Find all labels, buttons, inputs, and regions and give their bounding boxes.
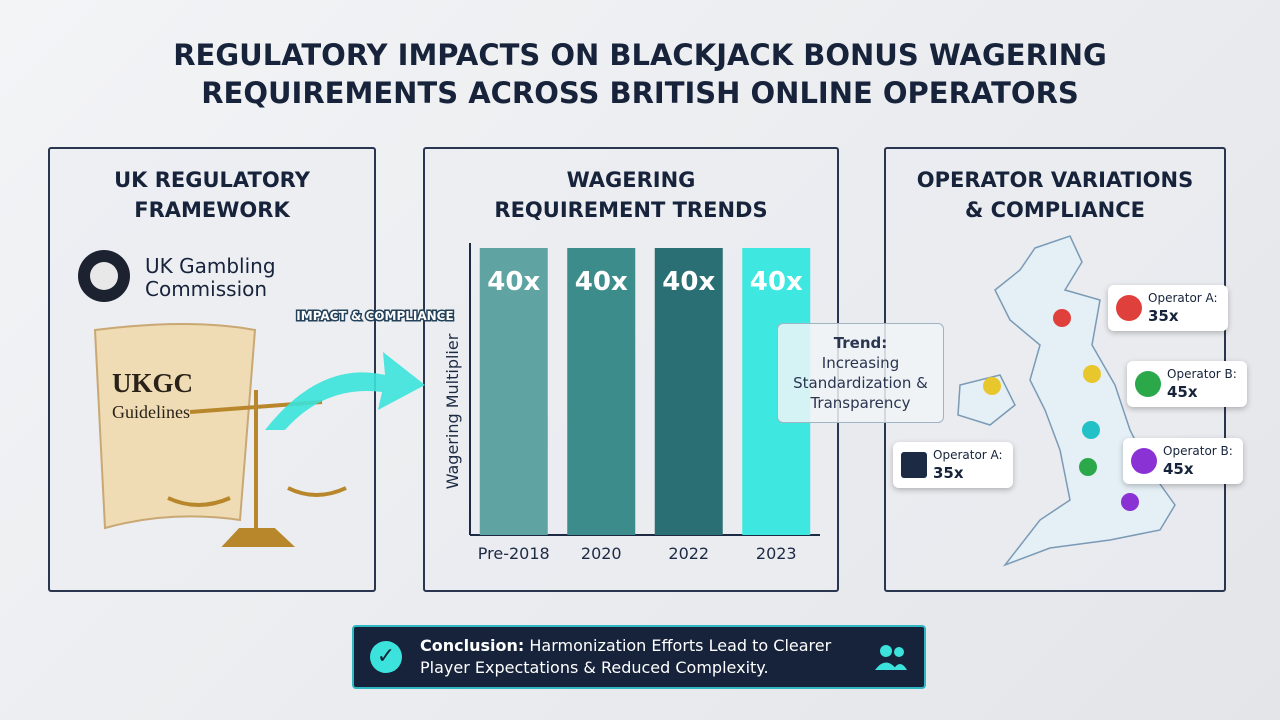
callout: Operator A: 35x <box>1108 285 1228 331</box>
value-label: 40x <box>750 267 803 297</box>
bar <box>567 248 636 535</box>
operator-value: 35x <box>1148 307 1179 325</box>
pins <box>983 309 1139 511</box>
operator-name: Operator B: <box>1167 367 1237 381</box>
trend-title: Trend: <box>833 334 888 352</box>
callout: Operator B: 45x <box>1127 361 1247 407</box>
conclusion-bar: ✓ Conclusion: Harmonization Efforts Lead… <box>352 625 926 689</box>
x-tick-label: 2023 <box>756 544 797 563</box>
x-tick-label: 2020 <box>581 544 622 563</box>
conclusion-text: Conclusion: Harmonization Efforts Lead t… <box>420 635 860 679</box>
main-title: REGULATORY IMPACTS ON BLACKJACK BONUS WA… <box>173 38 1107 110</box>
check-icon: ✓ <box>370 641 402 673</box>
operator-name: Operator B: <box>1163 444 1233 458</box>
value-label: 40x <box>662 267 715 297</box>
x-tick-label: Pre-2018 <box>478 544 550 563</box>
scroll-title: UKGC <box>112 368 193 398</box>
operator-name: Operator A: <box>1148 291 1218 305</box>
conclusion-label: Conclusion: <box>420 636 525 655</box>
bar <box>654 248 723 535</box>
icon <box>1116 295 1142 321</box>
callout: Operator B: 45x <box>1123 438 1243 484</box>
icon <box>1135 371 1161 397</box>
bar-chart: Wagering Multiplier Pre-2018 40x 2020 40x 202… <box>443 243 820 563</box>
bar <box>479 248 548 535</box>
scroll <box>93 323 257 530</box>
people-icon <box>874 643 908 671</box>
icon <box>1131 448 1157 474</box>
scroll-subtitle: Guidelines <box>112 402 190 422</box>
operator-value: 35x <box>933 464 964 482</box>
people-svg <box>875 645 907 670</box>
panel-title: WAGERING REQUIREMENT TRENDS <box>494 168 768 222</box>
trend-text: Increasing Standardization & Transparenc… <box>793 354 928 412</box>
crest-shield <box>90 262 118 290</box>
value-label: 40x <box>575 267 628 297</box>
x-tick-label: 2022 <box>668 544 709 563</box>
logo-text: UK Gambling Commission <box>145 254 276 301</box>
trend-box: Trend: Increasing Standardization & Tran… <box>777 323 944 423</box>
operator-value: 45x <box>1167 383 1198 401</box>
impact-arrow <box>265 352 425 430</box>
arrow-label: IMPACT & COMPLIANCE <box>296 309 453 323</box>
icon <box>901 452 927 478</box>
operator-name: Operator A: <box>933 448 1003 462</box>
callout: Operator A: 35x <box>893 442 1013 488</box>
y-axis-label: Wagering Multiplier <box>443 333 462 489</box>
operator-value: 45x <box>1163 460 1194 478</box>
panel-title: UK REGULATORY FRAMEWORK <box>114 168 310 222</box>
scales <box>167 390 347 547</box>
value-label: 40x <box>487 267 540 297</box>
panel-title: OPERATOR VARIATIONS & COMPLIANCE <box>916 168 1194 222</box>
conclusion-body: Harmonization Efforts Lead to Clearer Pl… <box>420 636 832 677</box>
